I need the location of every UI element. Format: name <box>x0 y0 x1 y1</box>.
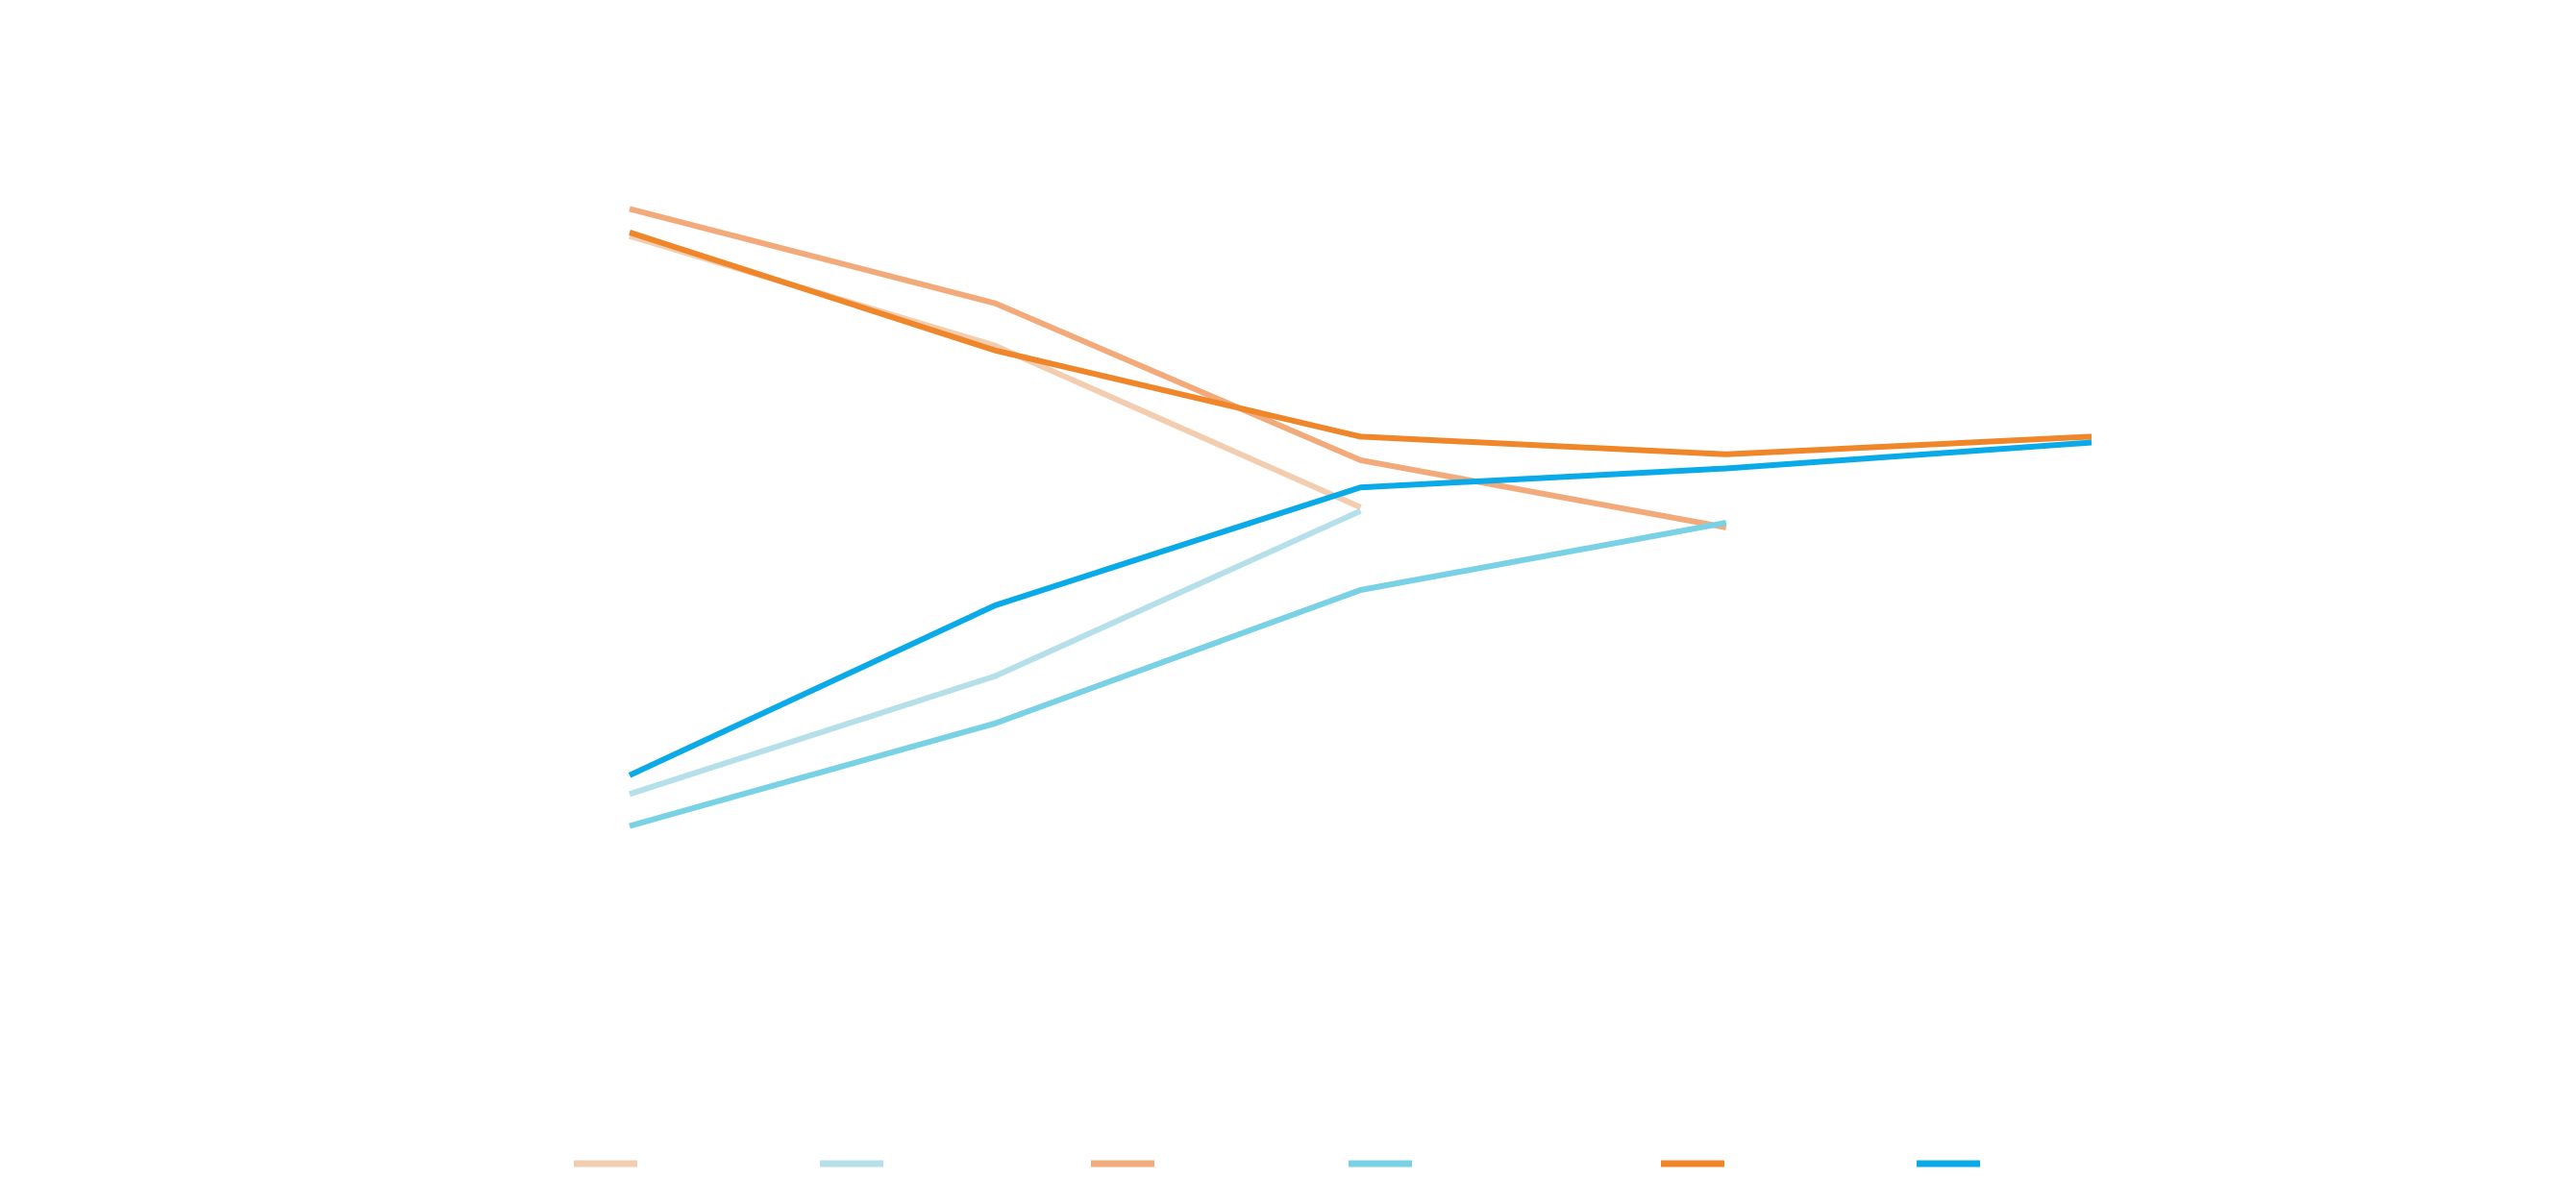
series-line-5 <box>629 230 2093 457</box>
series-lines <box>628 206 2093 829</box>
series-line-1 <box>629 233 1362 510</box>
series-line-3 <box>629 206 1727 530</box>
series-line-2 <box>629 507 1362 798</box>
series-line-6 <box>628 439 2093 778</box>
series-line-4 <box>629 520 1727 829</box>
